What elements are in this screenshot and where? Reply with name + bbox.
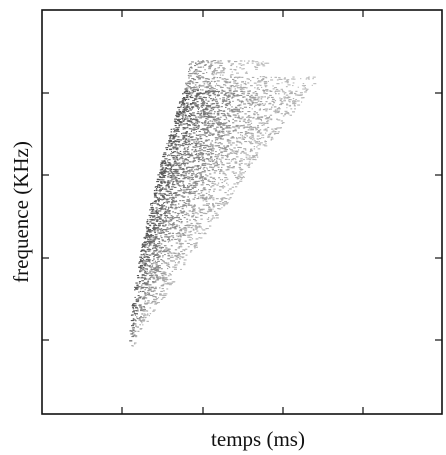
y-axis-ticks — [42, 92, 442, 341]
x-axis-ticks — [121, 10, 364, 414]
spectrogram-pattern — [129, 60, 317, 347]
plot-frame — [41, 9, 443, 415]
y-axis-label: frequence (KHz) — [9, 141, 33, 283]
x-axis-label: temps (ms) — [211, 427, 305, 451]
